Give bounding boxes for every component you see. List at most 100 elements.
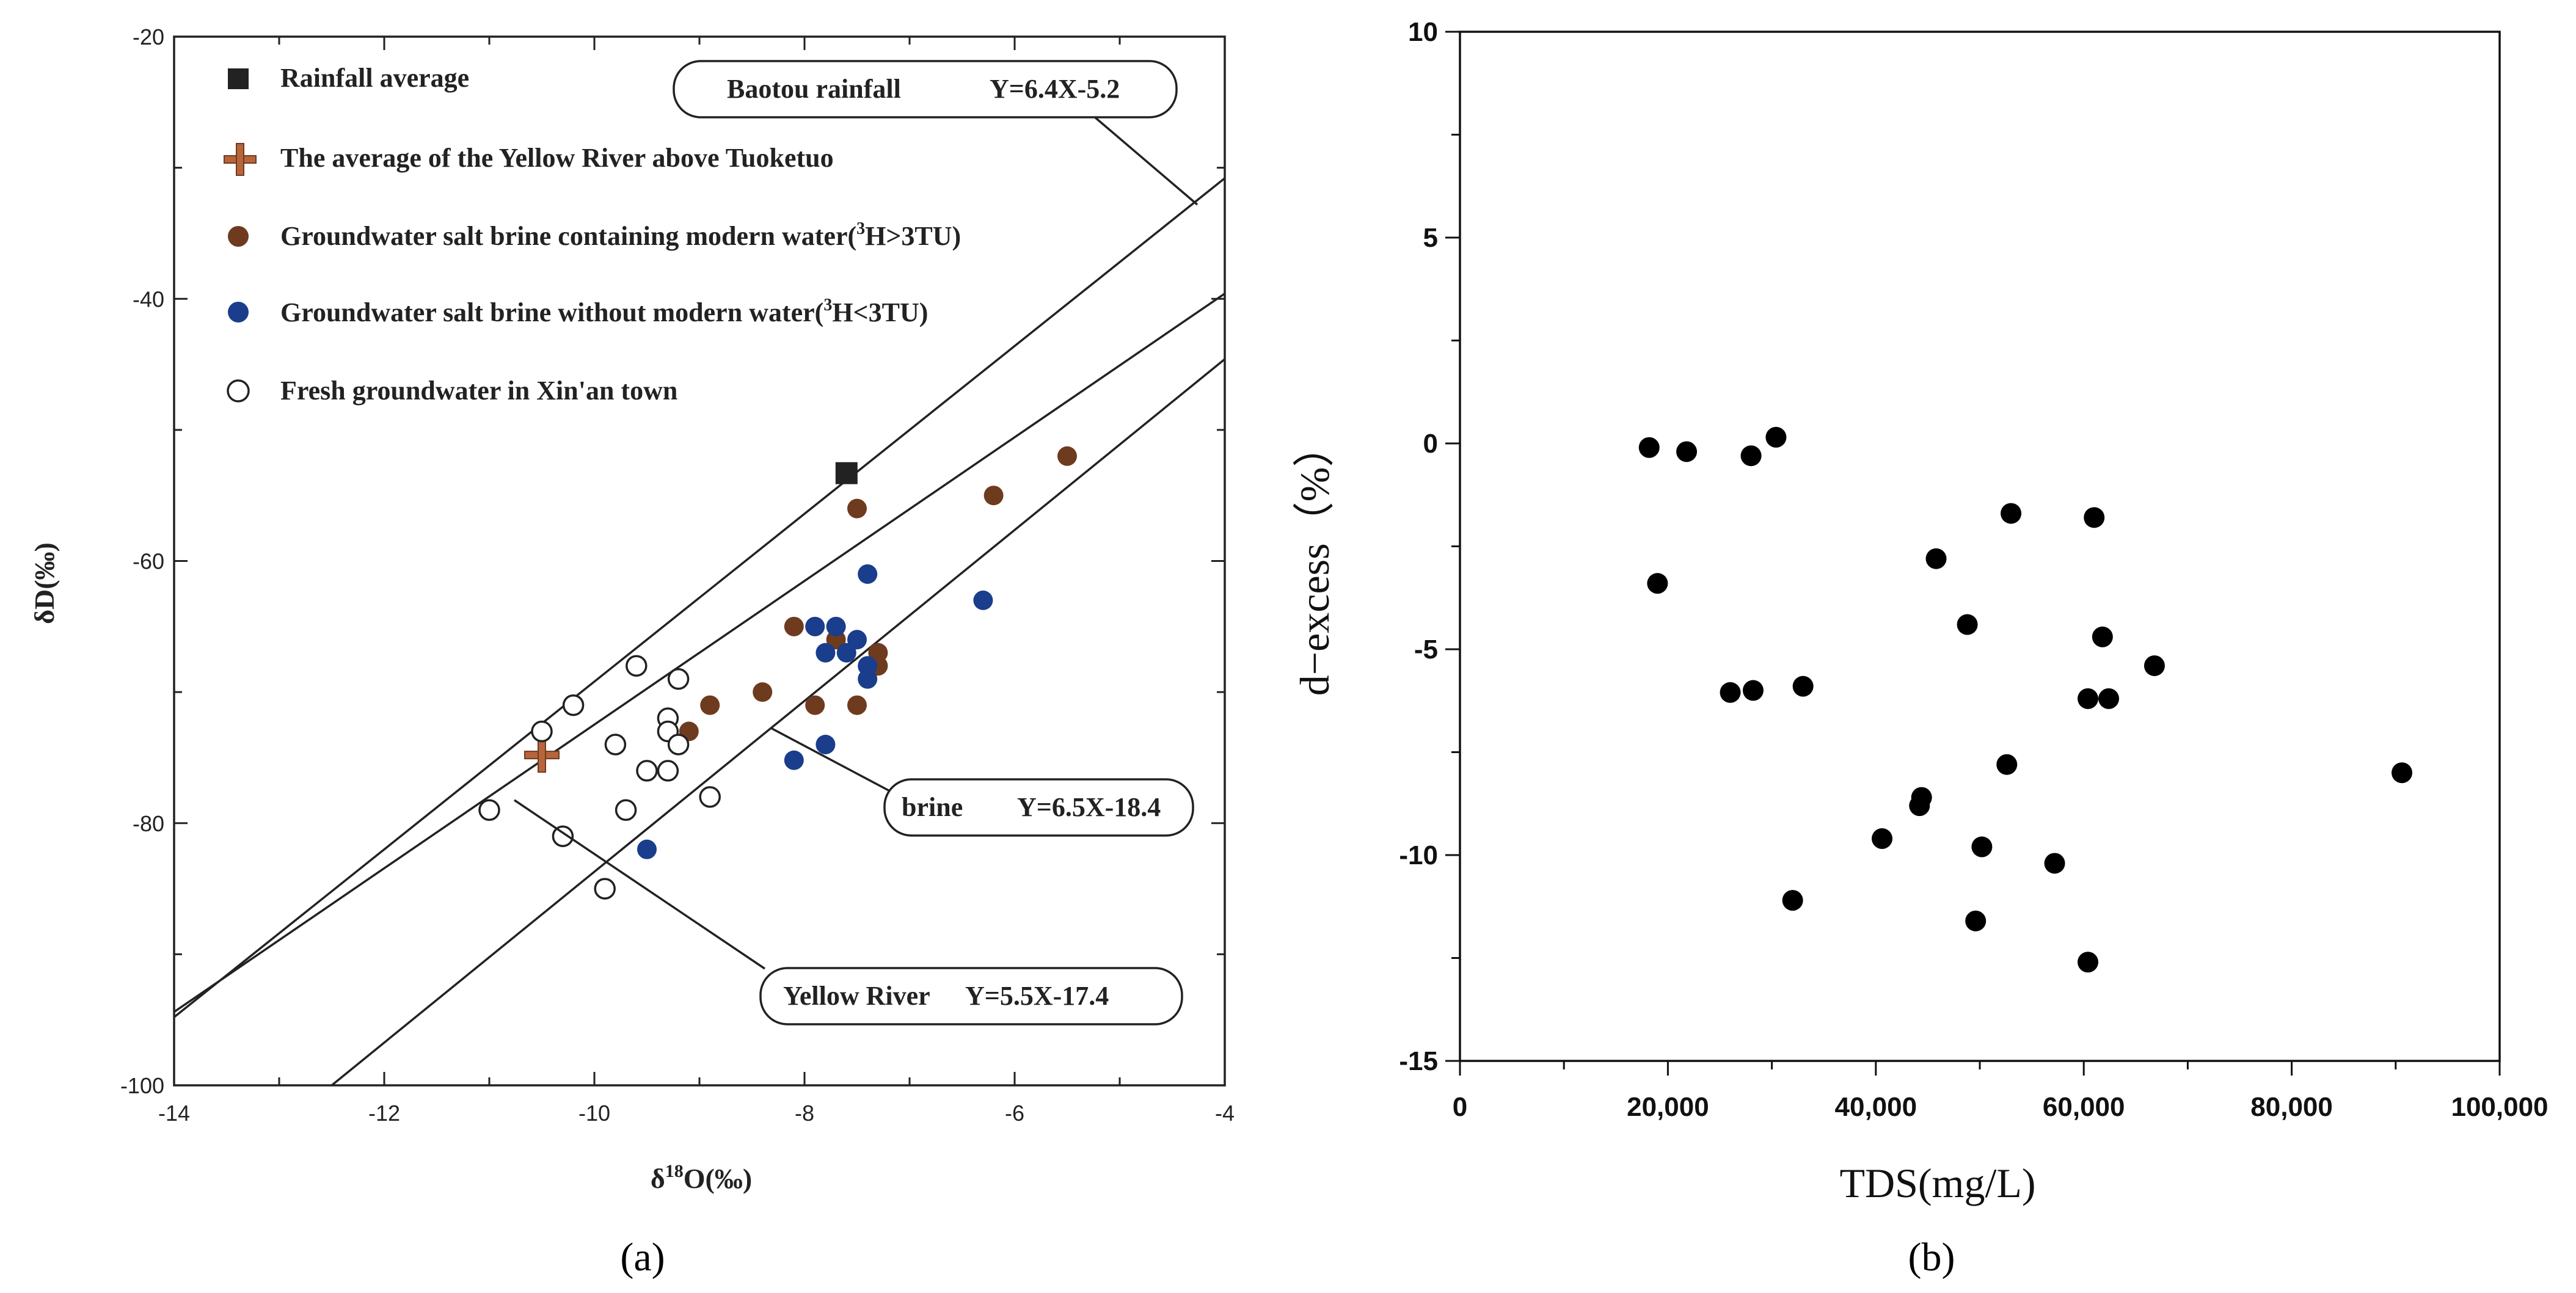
point-fresh-groundwater: [699, 786, 721, 808]
panel-b-label: (b): [1908, 1235, 1955, 1280]
chart-b-xtick-label: 0: [1453, 1092, 1467, 1122]
annotation-yellow-river-eq: Y=5.5X-17.4: [965, 981, 1109, 1011]
point-sample: [2084, 507, 2105, 528]
chart-b-ylabel: d−excess（%）: [1291, 426, 1338, 696]
chart-b-xtick-label: 60,000: [2043, 1092, 2125, 1122]
leader-baotou: [1092, 115, 1199, 206]
point-fresh-groundwater: [615, 799, 637, 821]
chart-b-xtick-label: 100,000: [2451, 1092, 2548, 1122]
point-fresh-groundwater: [636, 760, 658, 782]
point-sample: [1872, 828, 1893, 850]
legend-entry-yellow-river: The average of the Yellow River above Tu…: [280, 143, 834, 173]
leader-brine: [770, 727, 894, 794]
annotation-brine: brine Y=6.5X-18.4: [883, 778, 1194, 837]
chart-a-ytick-label: -20: [133, 24, 164, 49]
point-fresh-groundwater: [478, 799, 500, 821]
point-brine-no-modern: [805, 616, 825, 636]
point-sample: [2144, 655, 2165, 676]
point-fresh-groundwater: [626, 655, 648, 677]
chart-a-ytick-label: -60: [133, 549, 164, 574]
point-fresh-groundwater: [657, 760, 679, 782]
point-sample: [2078, 688, 2099, 709]
point-sample: [2392, 762, 2413, 784]
annotation-baotou-eq: Y=6.4X-5.2: [990, 74, 1120, 104]
point-yellow-river-average: [524, 737, 560, 773]
chart-b-ytick-label: 0: [1423, 429, 1438, 459]
point-brine-no-modern: [826, 616, 846, 636]
chart-b-ytick-label: -10: [1399, 840, 1438, 870]
point-sample: [2098, 688, 2120, 709]
point-sample: [1996, 754, 2018, 775]
point-fresh-groundwater: [531, 720, 553, 743]
point-sample: [2044, 853, 2065, 874]
chart-b-points: [1638, 426, 2413, 973]
point-fresh-groundwater: [667, 734, 690, 756]
chart-a-xtick-label: -4: [1215, 1101, 1235, 1126]
point-brine-no-modern: [836, 643, 856, 663]
chart-a-ytick-label: -40: [133, 286, 164, 311]
legend-open-circle-marker: [227, 379, 250, 402]
chart-a-regression-lines: [173, 177, 1226, 1087]
annotation-leaders: [514, 115, 1199, 970]
point-brine-no-modern: [973, 590, 993, 610]
legend-brown-dot-marker: [228, 226, 249, 247]
legend-entry-brine-no-modern: Groundwater salt brine without modern wa…: [280, 296, 928, 327]
legend-entry-brine-modern: Groundwater salt brine containing modern…: [280, 219, 961, 251]
point-sample: [1647, 573, 1668, 594]
chart-a-xtick-label: -12: [368, 1101, 400, 1126]
chart-a-xtick-label: -8: [795, 1101, 814, 1126]
chart-b-xlabel: TDS(mg/L): [1839, 1160, 2035, 1206]
chart-a-xlabel: δ18O(‰): [651, 1161, 752, 1194]
annotation-baotou-box: [673, 60, 1178, 118]
annotation-baotou: Baotou rainfall Y=6.4X-5.2: [673, 60, 1178, 118]
chart-a-ylabel: δD(‰): [29, 542, 60, 624]
legend-cross-marker: [224, 143, 257, 176]
point-sample: [1742, 680, 1764, 701]
point-sample: [1965, 910, 1987, 931]
point-sample: [2092, 626, 2113, 647]
chart-b-xtick-label: 80,000: [2250, 1092, 2333, 1122]
chart-b: 0 20,000 40,000 60,000 80,000 100,000 -15 -10 -5…: [1291, 17, 2549, 1280]
legend-entry-fresh: Fresh groundwater in Xin'an town: [280, 376, 677, 406]
point-brine-no-modern: [815, 643, 836, 663]
panel-a-label: (a): [620, 1235, 665, 1280]
point-brine-modern: [784, 616, 804, 636]
point-brine-no-modern: [847, 630, 867, 650]
chart-b-ytick-label: -15: [1399, 1046, 1438, 1076]
point-sample: [2001, 503, 2022, 524]
point-brine-modern: [847, 498, 867, 519]
point-sample: [2078, 952, 2099, 973]
chart-b-ytick-label: 10: [1408, 17, 1438, 47]
point-brine-modern: [983, 486, 1004, 506]
annotation-brine-name: brine: [902, 792, 963, 822]
chart-a: -14 -12 -10 -8 -6 -4 -100 -80 -60 -40 -20 Rainfall…: [29, 24, 1235, 1280]
point-rainfall-average: [835, 462, 858, 484]
chart-b-xtick-label: 20,000: [1627, 1092, 1709, 1122]
legend-entry-rainfall: Rainfall average: [280, 63, 469, 93]
point-brine-no-modern: [637, 839, 657, 859]
point-brine-modern: [753, 682, 773, 702]
line-yellow-river: [330, 358, 1226, 1087]
point-sample: [1720, 682, 1741, 703]
line-brine: [173, 293, 1225, 1013]
point-brine-modern: [700, 695, 720, 715]
chart-a-ytick-label: -100: [120, 1073, 164, 1098]
point-sample: [1957, 614, 1978, 635]
point-brine-modern: [847, 695, 867, 715]
chart-a-xtick-label: -10: [578, 1101, 610, 1126]
point-sample: [1740, 445, 1762, 467]
point-brine-no-modern: [784, 750, 804, 770]
chart-a-xtick-label: -6: [1005, 1101, 1024, 1126]
point-sample: [1909, 795, 1930, 817]
point-fresh-groundwater: [562, 694, 585, 716]
chart-a-points: [478, 446, 1077, 900]
point-sample: [1782, 890, 1803, 911]
point-sample: [1792, 676, 1814, 697]
annotation-brine-box: [883, 778, 1194, 837]
point-sample: [1676, 441, 1698, 462]
point-sample: [1765, 426, 1787, 448]
point-brine-modern: [805, 695, 825, 715]
chart-b-xtick-label: 40,000: [1835, 1092, 1917, 1122]
point-fresh-groundwater: [667, 668, 690, 690]
